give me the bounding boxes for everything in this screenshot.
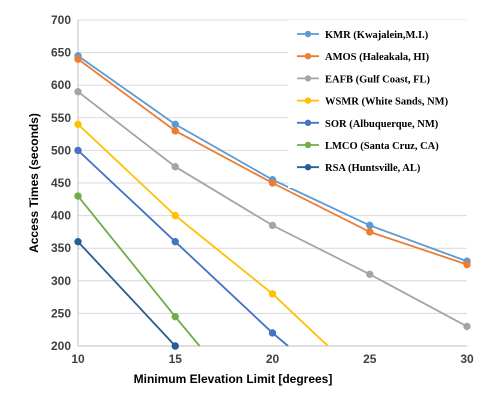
legend-swatch-marker: [304, 141, 312, 149]
y-tick-label: 600: [51, 78, 71, 92]
tick-labels: 200 250 300 350 400 450 500 550 600 650 700 10 15 20 2…: [51, 13, 474, 366]
x-axis-title: Minimum Elevation Limit [degrees]: [134, 372, 333, 386]
legend-box: [288, 20, 480, 188]
legend-swatch-marker: [304, 75, 312, 82]
series-line: [78, 149, 289, 346]
series-line: [78, 241, 176, 346]
y-tick-label: 200: [51, 339, 71, 353]
legend-item: LMCO (Santa Cruz, CA): [297, 141, 439, 152]
series-6: [74, 237, 179, 350]
data-point: [171, 342, 179, 350]
axes: [77, 20, 467, 347]
data-point: [366, 228, 374, 236]
y-tick-label: 550: [51, 111, 71, 125]
data-point: [74, 88, 82, 96]
legend-label: LMCO (Santa Cruz, CA): [325, 141, 439, 152]
x-tick-label: 25: [363, 352, 377, 366]
data-point: [268, 179, 277, 187]
data-point: [171, 237, 179, 246]
series-5: [74, 192, 201, 346]
data-point: [171, 163, 179, 171]
legend-item: WSMR (White Sands, NM): [297, 97, 449, 108]
legend-label: AMOS (Haleakala, HI): [325, 52, 430, 63]
legend-item: EAFB (Gulf Coast, FL): [297, 74, 431, 85]
legend-label: EAFB (Gulf Coast, FL): [325, 74, 431, 85]
legend-swatch-marker: [304, 97, 312, 104]
data-point: [74, 55, 82, 63]
x-tick-label: 30: [460, 352, 474, 366]
data-point: [463, 260, 471, 269]
data-point: [171, 312, 179, 321]
legend-label: SOR (Albuquerque, NM): [325, 119, 439, 130]
data-point: [74, 120, 82, 129]
series-2: [74, 88, 471, 331]
legend-swatch-marker: [304, 53, 312, 60]
series-1: [74, 55, 471, 269]
legend-item: AMOS (Haleakala, HI): [297, 52, 430, 63]
y-tick-label: 450: [51, 176, 71, 190]
legend-swatch-marker: [304, 119, 312, 127]
data-point: [268, 290, 277, 298]
series-line: [78, 123, 329, 346]
x-tick-label: 20: [266, 352, 280, 366]
x-tick-label: 15: [169, 352, 183, 366]
legend-swatch-marker: [304, 30, 312, 38]
data-point: [171, 127, 179, 135]
y-tick-label: 250: [51, 306, 71, 320]
data-point: [74, 192, 82, 200]
x-tick-label: 10: [71, 352, 85, 366]
data-point: [171, 211, 179, 220]
legend-item: RSA (Huntsville, AL): [297, 163, 421, 174]
y-tick-label: 500: [51, 143, 71, 157]
series-3: [74, 120, 329, 346]
legend-label: WSMR (White Sands, NM): [325, 97, 449, 108]
data-point: [171, 120, 179, 129]
data-point: [366, 221, 374, 230]
data-point: [74, 237, 82, 246]
series-4: [74, 146, 289, 346]
legend-label: KMR (Kwajalein,M.I.): [325, 30, 429, 41]
data-point: [463, 322, 471, 331]
series-lines: [74, 52, 471, 350]
data-point: [268, 221, 277, 230]
data-point: [268, 329, 277, 337]
data-point: [366, 270, 374, 278]
y-tick-label: 300: [51, 274, 71, 288]
legend-item: KMR (Kwajalein,M.I.): [297, 30, 429, 41]
legend-swatch-marker: [304, 164, 312, 171]
legend-item: SOR (Albuquerque, NM): [297, 119, 439, 130]
legend-label: RSA (Huntsville, AL): [325, 163, 421, 174]
y-tick-label: 700: [51, 13, 71, 27]
y-tick-label: 350: [51, 241, 71, 255]
y-axis-title: Access Times (seconds): [27, 113, 41, 253]
legend: KMR (Kwajalein,M.I.) AMOS (Haleakala, HI)…: [288, 20, 480, 188]
y-tick-label: 400: [51, 209, 71, 223]
data-point: [74, 146, 82, 155]
y-tick-label: 650: [51, 46, 71, 60]
